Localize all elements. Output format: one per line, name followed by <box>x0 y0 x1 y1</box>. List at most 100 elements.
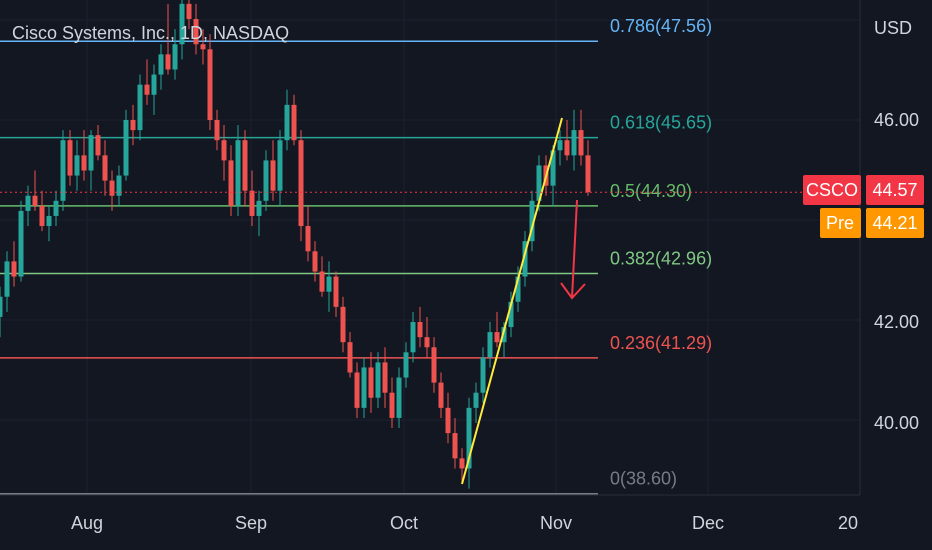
candle-body <box>0 296 3 317</box>
candle-body <box>536 165 542 201</box>
fib-level-label: 0.382(42.96) <box>610 249 712 269</box>
last-price-badge-value-box <box>866 175 924 205</box>
candle-body <box>179 3 185 45</box>
last-price-badge-symbol: CSCO <box>806 180 858 200</box>
candle-body <box>529 200 535 242</box>
candle-body <box>403 352 409 378</box>
candle-body <box>263 160 269 201</box>
candle-body <box>25 195 31 211</box>
fib-level-label: 0.786(47.56) <box>610 16 712 36</box>
time-tick-label: Aug <box>71 513 103 533</box>
last-price-badge: CSCO 44.57 <box>803 175 924 205</box>
candle-body <box>305 226 311 252</box>
candle-body <box>165 54 171 70</box>
candle-body <box>109 180 115 196</box>
candle-body <box>445 407 451 434</box>
candle-body <box>480 357 486 393</box>
candle-body <box>277 140 283 191</box>
candle-body <box>522 241 528 277</box>
candle-body <box>4 261 10 297</box>
candle-body <box>452 433 458 459</box>
candle-body <box>319 271 325 292</box>
premarket-badge: Pre 44.21 <box>820 208 924 238</box>
candle-body <box>585 155 591 193</box>
candle-body <box>95 135 101 156</box>
candle-body <box>501 327 507 343</box>
fib-level-label: 0.236(41.29) <box>610 333 712 353</box>
candle-body <box>67 140 73 176</box>
time-tick-label: Oct <box>390 513 418 533</box>
candle-body <box>438 382 444 408</box>
candle-body <box>228 160 234 206</box>
candle-body <box>382 362 388 393</box>
candle-body <box>354 372 360 408</box>
price-tick-label: 40.00 <box>874 413 919 433</box>
candle-body <box>81 155 87 171</box>
last-price-badge-symbol-box <box>803 175 861 205</box>
candle-body <box>11 261 17 277</box>
candle-body <box>333 276 339 307</box>
fib-level-label: 0.5(44.30) <box>610 181 692 201</box>
candle-body <box>466 407 472 469</box>
last-price-badge-value: 44.57 <box>872 180 917 200</box>
candle-body <box>102 155 108 181</box>
candle-body <box>557 140 563 151</box>
candle-body <box>123 120 129 176</box>
time-axis[interactable]: Aug Sep Oct Nov Dec 20 <box>71 513 858 533</box>
candle-body <box>193 19 199 45</box>
drawings[interactable] <box>461 117 586 485</box>
price-badges: CSCO 44.57 Pre 44.21 <box>803 175 924 238</box>
candle-body <box>249 190 255 216</box>
premarket-symbol-box <box>820 208 861 238</box>
candle-body <box>256 200 262 216</box>
candle-body <box>144 84 150 95</box>
premarket-symbol: Pre <box>826 213 854 233</box>
fib-level-label: 0(38.60) <box>610 469 677 489</box>
candle-body <box>368 367 374 398</box>
candle-body <box>340 306 346 343</box>
candle-body <box>53 200 59 216</box>
candle-body <box>46 215 52 227</box>
premarket-value: 44.21 <box>872 213 917 233</box>
candle-body <box>158 54 164 75</box>
grid-lines <box>0 0 860 495</box>
candle-body <box>473 392 479 408</box>
candle-body <box>186 3 192 19</box>
candle-body <box>487 332 493 358</box>
candle-body <box>207 49 213 120</box>
candle-body <box>284 104 290 141</box>
candle-body <box>508 301 514 328</box>
candle-body <box>389 392 395 418</box>
price-tick-label: 46.00 <box>874 110 919 130</box>
candle-body <box>578 130 584 156</box>
candle-body <box>396 377 402 418</box>
time-tick-label: Nov <box>540 513 572 533</box>
candle-body <box>18 210 24 277</box>
trendline <box>461 117 563 485</box>
candle-body <box>270 160 276 191</box>
candle-body <box>571 130 577 156</box>
fibonacci-retracement[interactable]: 0.786(47.56) 0.618(45.65) 0.5(44.30) 0.382(… <box>0 16 712 495</box>
fib-level-label: 0.618(45.65) <box>610 113 712 133</box>
candle-body <box>32 195 38 206</box>
candle-body <box>221 140 227 161</box>
time-tick-label: Sep <box>235 513 267 533</box>
candle-body <box>424 337 430 348</box>
candle-body <box>361 367 367 408</box>
down-arrow-head <box>560 282 586 300</box>
candle-body <box>312 251 318 272</box>
candle-body <box>74 155 80 176</box>
candle-body <box>60 140 66 201</box>
down-arrow-shaft <box>571 199 578 299</box>
candle-body <box>375 362 381 398</box>
candle-body <box>242 140 248 191</box>
candle-body <box>515 276 521 302</box>
candle-body <box>214 120 220 141</box>
candle-body <box>200 44 206 50</box>
candle-body <box>564 140 570 156</box>
candle-body <box>235 140 241 206</box>
candle-body <box>431 347 437 383</box>
candle-body <box>130 120 136 131</box>
price-axis[interactable]: 40.00 42.00 46.00 <box>874 110 919 433</box>
